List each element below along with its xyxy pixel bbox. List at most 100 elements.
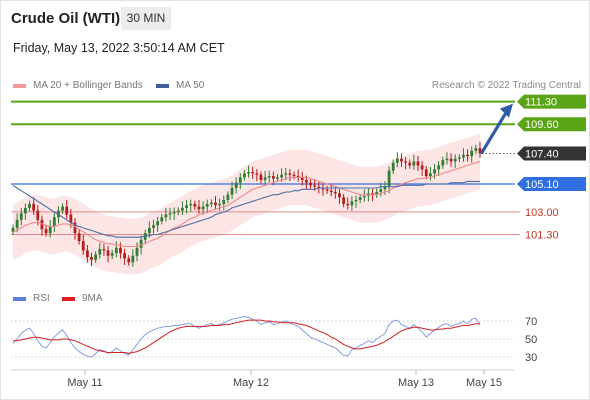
candle-body	[11, 227, 15, 232]
candle-body	[90, 257, 93, 260]
candle-body	[160, 217, 164, 222]
candle-body	[189, 203, 193, 206]
candle-body	[102, 249, 106, 251]
candle-body	[119, 247, 122, 254]
candle-body	[131, 255, 135, 263]
candle-body	[139, 239, 143, 248]
candle-body	[197, 206, 201, 210]
candle-body	[164, 214, 168, 218]
candle-body	[375, 191, 379, 195]
candle-body	[168, 213, 172, 215]
price-tag	[517, 146, 586, 161]
candle-body	[32, 203, 36, 211]
candle-body	[292, 174, 296, 177]
candle-body	[420, 165, 424, 170]
candle-body	[222, 199, 226, 204]
forecast-arrowhead	[500, 103, 513, 118]
candle-body	[94, 254, 98, 260]
candle-body	[391, 162, 395, 171]
candle-body	[176, 210, 180, 212]
candle-body	[412, 161, 416, 166]
candle-body	[433, 169, 436, 174]
candle-body	[466, 154, 470, 157]
candle-body	[437, 165, 441, 170]
candle-body	[36, 210, 40, 220]
x-axis-tick-label: May 15	[466, 377, 502, 389]
candle-body	[470, 150, 474, 157]
candle-body	[354, 199, 358, 202]
candle-body	[181, 207, 184, 211]
candle-body	[338, 193, 341, 198]
candle-body	[114, 247, 118, 254]
rsi-line	[12, 316, 481, 358]
candle-body	[243, 173, 246, 178]
candle-body	[69, 214, 73, 223]
ma20-swatch	[13, 83, 26, 88]
candle-body	[288, 173, 292, 175]
candle-body	[478, 148, 482, 154]
candle-body	[371, 193, 374, 195]
candle-body	[271, 176, 275, 179]
candle-body	[449, 158, 453, 162]
candle-body	[185, 205, 188, 208]
candle-body	[255, 173, 259, 175]
candle-body	[429, 173, 432, 177]
candle-body	[441, 160, 445, 166]
level-label: 101.30	[525, 230, 559, 242]
price-tag-label: 105.10	[525, 179, 559, 191]
candle-body	[57, 210, 60, 218]
candle-body	[156, 221, 160, 226]
price-tag	[517, 94, 586, 109]
x-axis-tick-label: May 13	[398, 377, 434, 389]
candle-body	[218, 203, 222, 206]
rsi-ma-legend: 9MA	[62, 293, 103, 304]
rsi-tick-label: 50	[525, 334, 537, 346]
ma50-line	[12, 180, 480, 238]
ma20-legend-label: MA 20 + Bollinger Bands	[33, 80, 143, 91]
candle-body	[342, 197, 346, 204]
candle-body	[457, 157, 461, 159]
rsi-legend-label: RSI	[33, 293, 50, 304]
candle-body	[474, 148, 478, 151]
candle-body	[65, 206, 69, 215]
candle-body	[296, 176, 300, 178]
datetime-label: Friday, May 13, 2022 3:50:14 AM CET	[13, 41, 225, 55]
candle-body	[193, 203, 197, 207]
candle-body	[313, 185, 317, 187]
price-tag-label: 109.60	[525, 119, 559, 131]
candle-body	[15, 219, 19, 228]
candle-body	[387, 170, 391, 187]
candle-body	[205, 203, 209, 207]
candle-body	[321, 188, 325, 190]
candle-body	[305, 180, 308, 183]
candle-body	[300, 177, 304, 181]
ma50-legend-label: MA 50	[176, 80, 205, 91]
price-tag	[517, 117, 586, 132]
credit-text: Research © 2022 Trading Central	[431, 80, 581, 91]
candle-body	[226, 194, 230, 200]
candle-body	[350, 201, 354, 206]
candle-body	[40, 219, 44, 230]
price-tag-label: 107.40	[525, 148, 559, 160]
candle-body	[358, 197, 362, 200]
rsi-ma-swatch	[62, 296, 75, 301]
candle-body	[238, 177, 242, 183]
interval-button[interactable]: 30 MIN	[121, 7, 171, 30]
candle-body	[73, 222, 77, 234]
candle-body	[147, 227, 151, 234]
ma50-swatch	[156, 83, 169, 88]
candle-body	[416, 161, 420, 166]
candle-body	[404, 161, 408, 163]
rsi-tick-label: 30	[525, 352, 537, 364]
candle-body	[234, 182, 238, 189]
candle-body	[209, 202, 213, 204]
rsi-swatch	[13, 296, 26, 301]
candle-body	[201, 206, 205, 210]
forecast-arrow	[480, 111, 508, 155]
candle-body	[333, 191, 337, 194]
candle-body	[263, 177, 267, 181]
candle-body	[251, 172, 255, 174]
candle-body	[110, 253, 114, 256]
candle-body	[98, 249, 102, 255]
